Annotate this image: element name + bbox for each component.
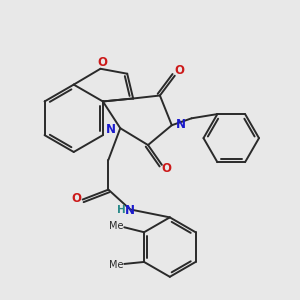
Text: Me: Me [109,260,124,270]
Text: N: N [176,118,186,131]
Text: H: H [117,206,126,215]
Text: O: O [72,192,82,205]
Text: N: N [125,204,135,217]
Text: Me: Me [109,221,124,231]
Text: O: O [175,64,185,77]
Text: O: O [162,162,172,175]
Text: N: N [106,123,116,136]
Text: O: O [98,56,107,69]
